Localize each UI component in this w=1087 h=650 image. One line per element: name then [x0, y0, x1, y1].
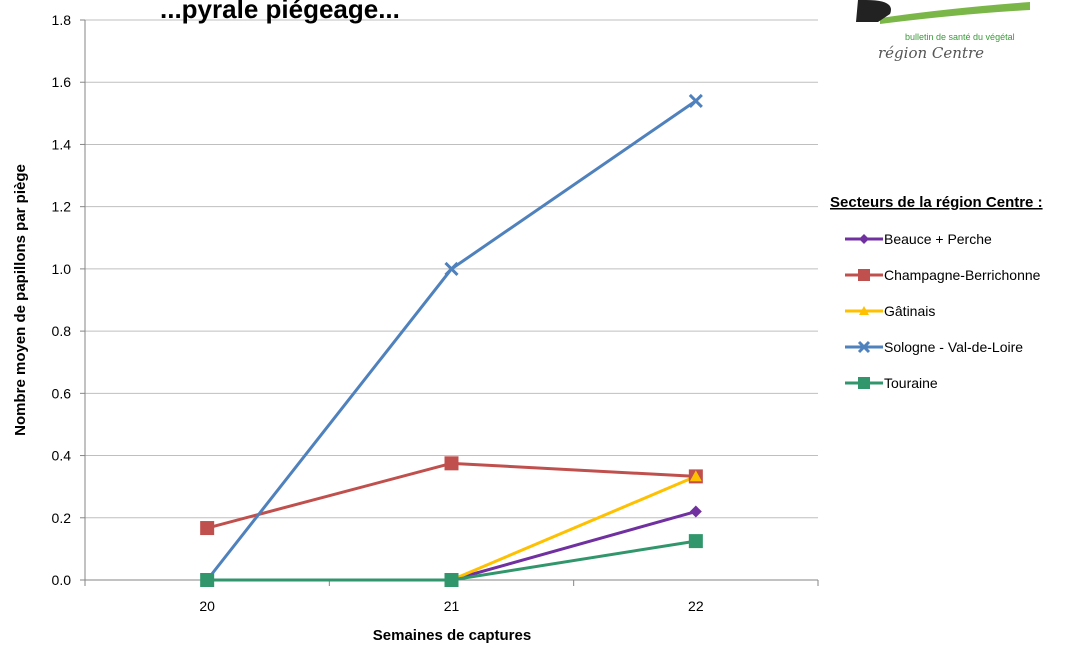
logo: bulletin de santé du végétal région Cent… [856, 0, 1030, 62]
x-axis-title: Semaines de captures [373, 627, 531, 644]
logo-letters [856, 0, 891, 22]
data-point [858, 269, 870, 281]
legend-label: Gâtinais [884, 303, 935, 319]
y-tick-label: 0.8 [52, 323, 72, 339]
data-point [444, 261, 459, 276]
y-tick-label: 0.4 [52, 448, 72, 464]
series-markers [200, 93, 703, 588]
data-point [444, 573, 459, 587]
legend-label: Touraine [884, 375, 938, 391]
data-point [689, 505, 702, 518]
data-point [859, 234, 869, 244]
y-tick-label: 1.8 [52, 12, 72, 28]
legend-label: Champagne-Berrichonne [884, 267, 1041, 283]
data-point [858, 377, 870, 389]
series-line [207, 510, 697, 582]
legend-label: Sologne - Val-de-Loire [884, 339, 1023, 355]
x-tick-labels: 20 21 22 [199, 598, 703, 614]
y-tick-label: 1.4 [52, 136, 72, 152]
legend-title: Secteurs de la région Centre : [830, 194, 1043, 211]
axes [84, 20, 819, 586]
legend-items: Beauce + Perche Champagne-Berrichonne Gâti… [845, 231, 1041, 391]
y-tick-label: 0.6 [52, 385, 72, 401]
legend-label: Beauce + Perche [884, 231, 992, 247]
legend: Secteurs de la région Centre : Beauce + … [830, 194, 1043, 391]
x-tick-label: 22 [688, 598, 704, 614]
data-point [689, 470, 702, 482]
gridlines [80, 19, 818, 581]
data-point [200, 521, 215, 536]
data-point [857, 340, 871, 354]
data-point [688, 93, 703, 108]
y-tick-label: 1.0 [52, 261, 72, 277]
series-line [207, 475, 697, 582]
logo-swoosh [880, 2, 1030, 24]
y-tick-label: 0.2 [52, 510, 72, 526]
x-tick-label: 21 [444, 598, 460, 614]
chart-title: ...pyrale piégeage... [160, 0, 400, 24]
series-lines [205, 99, 697, 582]
data-point [859, 306, 869, 315]
y-axis-title: Nombre moyen de papillons par piège [12, 164, 29, 436]
logo-name: région Centre [878, 44, 984, 62]
x-tick-label: 20 [199, 598, 215, 614]
data-point [200, 573, 215, 587]
y-tick-label: 0.0 [52, 572, 72, 588]
logo-subtitle: bulletin de santé du végétal [905, 32, 1015, 42]
data-point [688, 534, 703, 549]
y-tick-labels: 0.0 0.2 0.4 0.6 0.8 1.0 1.2 1.4 1.6 1.8 [52, 12, 72, 588]
series-line [206, 461, 696, 530]
y-tick-label: 1.6 [52, 74, 72, 90]
data-point [444, 456, 459, 471]
y-tick-label: 1.2 [52, 199, 72, 215]
